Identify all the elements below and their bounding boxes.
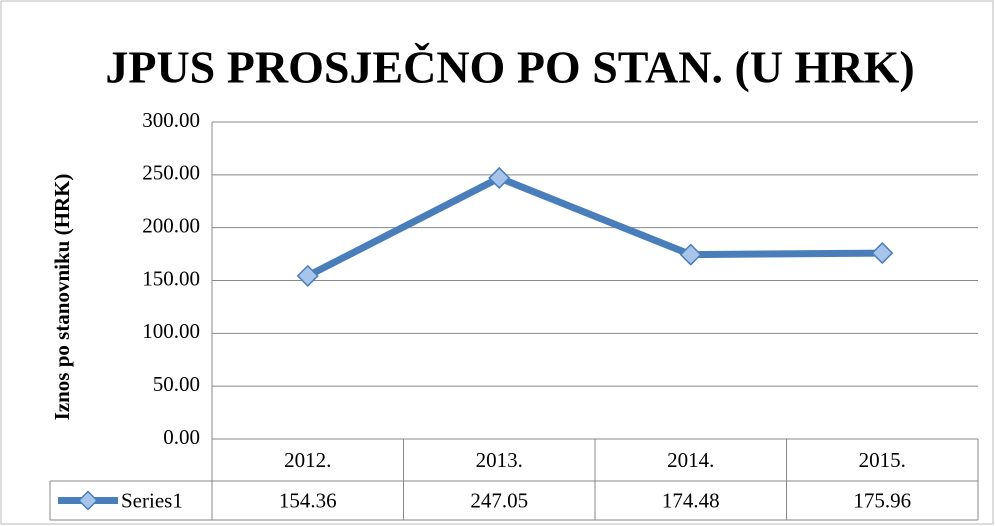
chart-title: JPUS PROSJEČNO PO STAN. (U HRK) (105, 42, 914, 93)
y-tick-label: 50.00 (153, 372, 200, 396)
x-tick-label: 2015. (859, 448, 906, 472)
y-tick-label: 200.00 (142, 213, 200, 237)
x-tick-label: 2012. (284, 448, 331, 472)
x-tick-label: 2014. (667, 448, 714, 472)
table-value: 154.36 (279, 488, 337, 512)
legend-label: Series1 (121, 488, 183, 512)
x-tick-label: 2013. (476, 448, 523, 472)
point (488, 166, 511, 190)
y-tick-label: 0.00 (163, 425, 200, 449)
legend-marker (77, 490, 99, 511)
y-tick-label: 100.00 (142, 319, 200, 343)
table-value: 174.48 (662, 488, 720, 512)
table-value: 175.96 (853, 488, 911, 512)
point (871, 242, 894, 265)
y-axis-label: Iznos po stanovniku (HRK) (50, 174, 74, 421)
table-value: 247.05 (470, 488, 528, 512)
y-tick-label: 150.00 (142, 266, 200, 290)
point (679, 243, 702, 266)
series-line (306, 174, 883, 280)
y-tick-label: 300.00 (142, 108, 200, 132)
y-tick-label: 250.00 (142, 161, 200, 185)
point (296, 264, 319, 287)
